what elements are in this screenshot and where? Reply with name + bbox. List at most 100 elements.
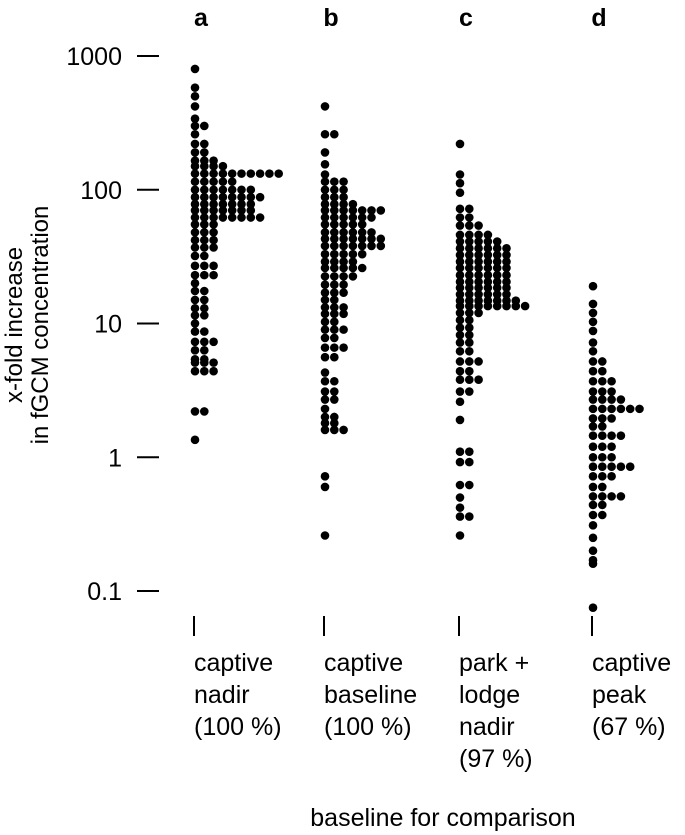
data-point [588,442,598,451]
data-point [339,177,348,186]
data-point [588,326,598,336]
data-point [339,303,348,312]
data-point [455,397,465,407]
data-point [339,325,348,334]
data-point [598,404,607,414]
data-point [474,283,483,293]
data-point [320,368,330,377]
data-point [320,192,330,202]
data-point [255,192,265,202]
data-point [474,230,483,240]
data-point [455,346,465,356]
data-point [465,237,474,246]
data-point [320,177,330,186]
data-point [465,366,474,376]
data-point [190,278,200,288]
data-point [607,395,616,404]
data-point [511,301,521,311]
data-point [598,442,607,451]
data-point [200,169,209,178]
data-point [483,263,493,273]
data-point [339,199,348,209]
data-point [218,199,228,209]
data-point [330,185,339,195]
data-point [209,169,218,178]
data-point [588,431,598,440]
data-point [376,206,386,215]
data-point [320,404,330,414]
data-point [320,148,330,157]
data-point [465,387,474,396]
category-label-line: (100 %) [324,713,412,741]
data-point [455,512,465,521]
data-point [474,308,483,318]
data-point [455,277,465,287]
data-point [474,250,483,260]
data-point [465,243,474,253]
data-point [246,199,256,209]
y-tick-label: 1000 [66,43,122,71]
data-point [330,387,339,396]
data-point [320,376,330,386]
data-point [255,213,265,222]
data-point [330,395,339,404]
data-point [483,290,493,299]
data-point [455,323,465,333]
data-point [237,213,246,222]
data-point [227,206,237,215]
data-point [200,337,209,347]
data-point [320,387,330,396]
category-label-line: captive [592,649,671,677]
data-point [320,333,330,343]
data-point [588,422,598,431]
data-point [588,395,598,404]
data-point [455,290,465,299]
data-point [465,204,474,214]
data-point [348,257,358,266]
data-point [465,213,474,222]
data-point [330,343,339,352]
data-point [339,280,348,290]
data-point [598,492,607,501]
data-point [320,309,330,319]
data-point [200,270,209,280]
data-point [367,228,376,237]
data-point [588,299,598,309]
category-label-line: nadir [194,681,250,709]
data-point [607,442,616,451]
data-point [492,243,502,253]
data-point [357,206,367,215]
data-point [455,270,465,280]
y-tick-label: 0.1 [87,578,122,606]
data-point [190,251,200,261]
data-point [190,243,200,252]
data-point [320,303,330,312]
data-point [227,199,237,209]
data-point [200,199,209,209]
data-point [465,221,474,230]
data-point [492,277,502,287]
data-point [588,366,598,376]
data-point [348,234,358,244]
panel-letter: c [459,4,473,32]
data-point [246,213,256,222]
data-point [190,91,200,101]
data-point [607,387,616,396]
data-point [625,462,635,471]
data-point [320,249,330,259]
panel-d: d captive peak (67 %) [588,4,671,741]
data-point [474,301,483,311]
data-point [320,213,330,222]
data-point [200,243,209,252]
category-label-line: captive [194,649,273,677]
data-point [320,352,330,362]
data-point [190,295,200,305]
data-point [190,199,200,209]
data-point [339,228,348,237]
data-point [465,250,474,260]
data-point [237,185,246,195]
data-point [607,404,616,414]
data-point [190,286,200,296]
data-point [357,241,367,251]
data-point [200,303,209,313]
